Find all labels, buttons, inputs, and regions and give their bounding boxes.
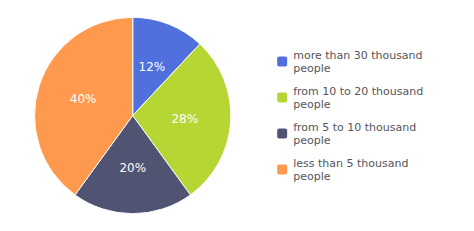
svg-text:20%: 20% [119, 161, 146, 175]
svg-text:people: people [293, 62, 331, 75]
svg-text:from 10 to 20 thousand: from 10 to 20 thousand [293, 85, 423, 98]
svg-text:people: people [293, 134, 331, 147]
svg-text:people: people [293, 98, 331, 111]
svg-text:people: people [293, 170, 331, 183]
svg-text:12%: 12% [139, 60, 166, 74]
svg-text:more than 30 thousand: more than 30 thousand [293, 49, 422, 62]
svg-text:40%: 40% [70, 92, 97, 106]
svg-text:from 5 to 10 thousand: from 5 to 10 thousand [293, 121, 416, 134]
svg-text:less than 5 thousand: less than 5 thousand [293, 157, 408, 170]
svg-text:28%: 28% [171, 112, 198, 126]
